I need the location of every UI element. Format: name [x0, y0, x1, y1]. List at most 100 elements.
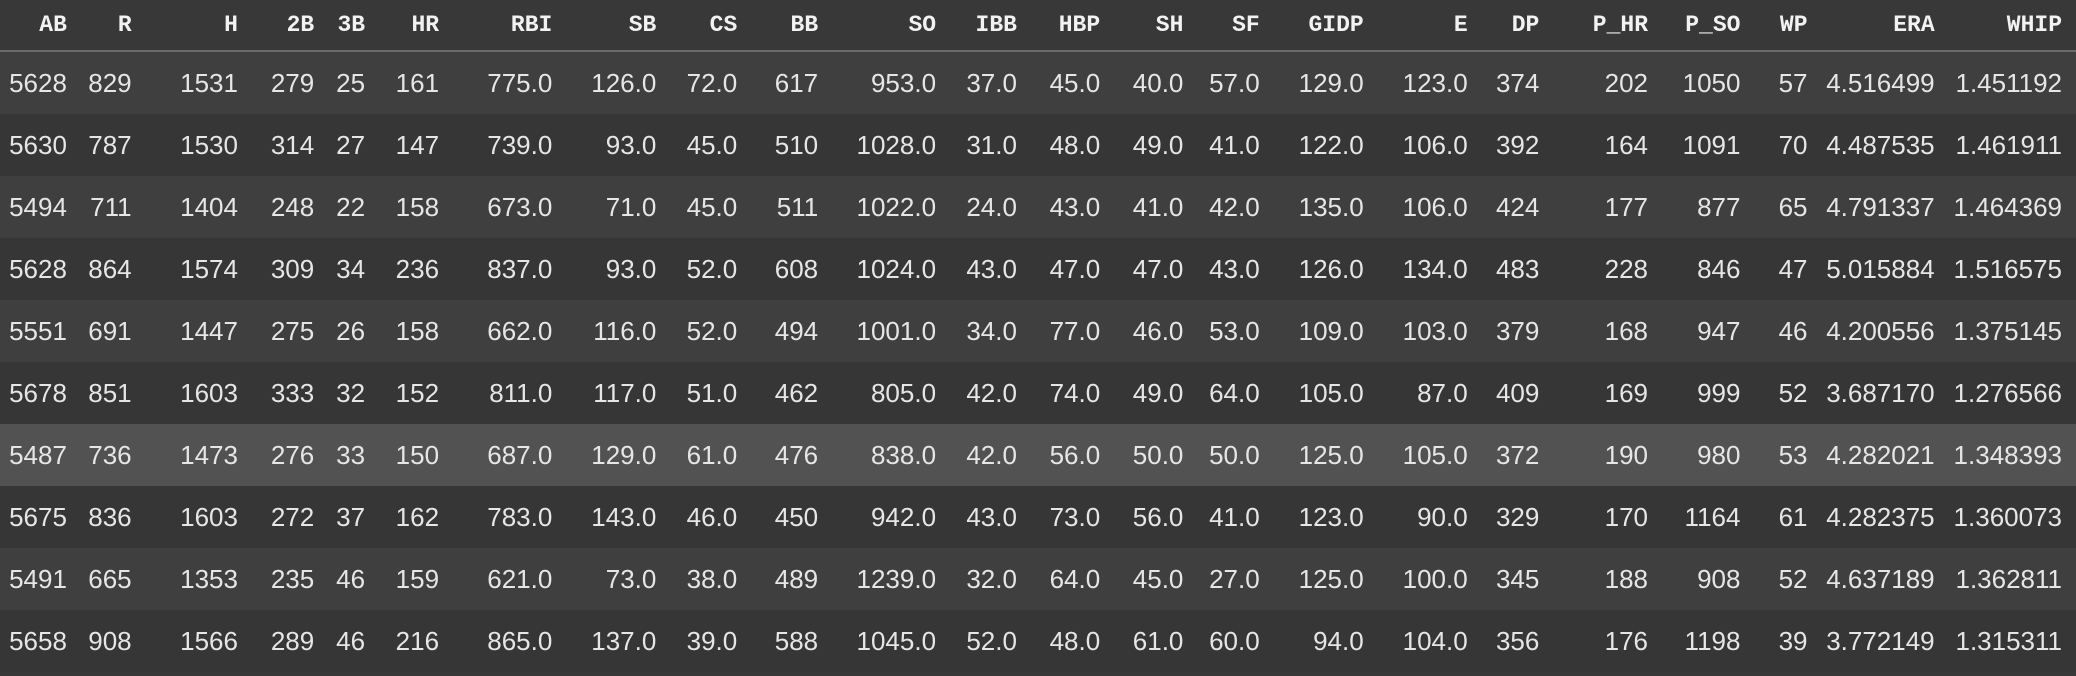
table-cell-dp: 379	[1481, 300, 1554, 362]
table-cell-hr: 159	[379, 548, 454, 610]
table-cell-3b: 46	[328, 610, 380, 672]
table-cell-sf: 41.0	[1197, 486, 1274, 548]
table-cell-p-so: 877	[1662, 176, 1755, 238]
table-cell-3b: 25	[328, 51, 380, 114]
table-cell-cs: 39.0	[670, 610, 752, 672]
column-header-hr: HR	[379, 0, 454, 52]
table-row: 5628 829 1531 279 25 161 775.0 126.0 72.0 617 953.…	[0, 51, 2076, 114]
table-cell-dp: 392	[1481, 114, 1554, 176]
column-header-hbp: HBP	[1030, 0, 1115, 52]
table-cell-sh: 41.0	[1114, 176, 1198, 238]
table-cell-wp: 52	[1754, 362, 1822, 424]
table-cell-era: 4.791337	[1821, 176, 1949, 238]
table-cell-sh: 49.0	[1114, 114, 1198, 176]
table-cell-sf: 27.0	[1197, 548, 1274, 610]
table-cell-rbi: 837.0	[453, 238, 567, 300]
column-header-2b: 2B	[251, 0, 329, 52]
column-header-cs: CS	[670, 0, 752, 52]
table-cell-e: 106.0	[1377, 176, 1482, 238]
table-cell-bb: 476	[751, 424, 833, 486]
table-cell-whip: 1.451192	[1948, 51, 2076, 114]
table-cell-cs: 61.0	[670, 424, 752, 486]
table-cell-sf: 41.0	[1197, 114, 1274, 176]
table-cell-sb: 143.0	[566, 486, 671, 548]
table-row: 5658 908 1566 289 46 216 865.0 137.0 39.0 588 1045…	[0, 610, 2076, 672]
table-cell-p-hr: 190	[1553, 424, 1662, 486]
table-cell-gidp: 125.0	[1273, 424, 1378, 486]
table-cell-cs: 45.0	[670, 114, 752, 176]
table-cell-e: 134.0	[1377, 238, 1482, 300]
table-cell-cs: 46.0	[670, 486, 752, 548]
table-cell-whip: 1.461911	[1948, 114, 2076, 176]
table-cell-p-so: 947	[1662, 300, 1755, 362]
table-cell-sb: 126.0	[566, 51, 671, 114]
table-cell-whip: 1.375145	[1948, 300, 2076, 362]
table-cell-rbi: 662.0	[453, 300, 567, 362]
table-cell-sb: 137.0	[566, 610, 671, 672]
table-row: 5630 787 1530 314 27 147 739.0 93.0 45.0 510 1028.…	[0, 114, 2076, 176]
table-cell-hbp: 48.0	[1030, 610, 1115, 672]
table-cell-ab: 5658	[0, 610, 81, 672]
table-cell-p-so: 1050	[1662, 51, 1755, 114]
table-cell-dp: 409	[1481, 362, 1554, 424]
table-cell-gidp: 129.0	[1273, 51, 1378, 114]
table-cell-dp: 329	[1481, 486, 1554, 548]
table-cell-bb: 450	[751, 486, 833, 548]
table-cell-2b: 248	[251, 176, 329, 238]
table-cell-ibb: 34.0	[950, 300, 1031, 362]
table-cell-whip: 1.516575	[1948, 238, 2076, 300]
table-cell-ibb: 52.0	[950, 610, 1031, 672]
table-cell-whip: 1.348393	[1948, 424, 2076, 486]
table-cell-sb: 73.0	[566, 548, 671, 610]
column-header-whip: WHIP	[1948, 0, 2076, 52]
table-cell-era: 4.637189	[1821, 548, 1949, 610]
table-cell-2b: 309	[251, 238, 329, 300]
table-cell-bb: 510	[751, 114, 833, 176]
table-cell-sf: 57.0	[1197, 51, 1274, 114]
table-cell-gidp: 94.0	[1273, 610, 1378, 672]
table-cell-p-so: 999	[1662, 362, 1755, 424]
table-cell-sf: 53.0	[1197, 300, 1274, 362]
table-cell-wp: 70	[1754, 114, 1822, 176]
table-cell-ibb: 43.0	[950, 486, 1031, 548]
table-cell-rbi: 687.0	[453, 424, 567, 486]
table-cell-gidp: 126.0	[1273, 238, 1378, 300]
table-cell-h: 1603	[145, 486, 252, 548]
table-cell-e: 100.0	[1377, 548, 1482, 610]
table-cell-ab: 5630	[0, 114, 81, 176]
table-cell-era: 3.687170	[1821, 362, 1949, 424]
table-cell-hbp: 77.0	[1030, 300, 1115, 362]
table-cell-3b: 22	[328, 176, 380, 238]
table-cell-p-so: 1198	[1662, 610, 1755, 672]
table-cell-bb: 608	[751, 238, 833, 300]
column-header-dp: DP	[1481, 0, 1554, 52]
table-row: 5675 836 1603 272 37 162 783.0 143.0 46.0 450 942.…	[0, 486, 2076, 548]
table-cell-2b: 279	[251, 51, 329, 114]
table-cell-hbp: 45.0	[1030, 51, 1115, 114]
table-cell-bb: 511	[751, 176, 833, 238]
column-header-p-so: P_SO	[1662, 0, 1755, 52]
table-cell-cs: 52.0	[670, 238, 752, 300]
table-cell-ab: 5628	[0, 51, 81, 114]
table-row: 5491 665 1353 235 46 159 621.0 73.0 38.0 489 1239.…	[0, 548, 2076, 610]
table-cell-bb: 617	[751, 51, 833, 114]
column-header-sh: SH	[1114, 0, 1198, 52]
table-cell-r: 829	[80, 51, 146, 114]
table-cell-sh: 61.0	[1114, 610, 1198, 672]
table-cell-ab: 5491	[0, 548, 81, 610]
table-cell-hr: 216	[379, 610, 454, 672]
table-cell-p-hr: 202	[1553, 51, 1662, 114]
table-cell-rbi: 621.0	[453, 548, 567, 610]
table-cell-wp: 61	[1754, 486, 1822, 548]
column-header-wp: WP	[1754, 0, 1822, 52]
table-cell-era: 4.282375	[1821, 486, 1949, 548]
table-cell-hbp: 73.0	[1030, 486, 1115, 548]
table-cell-dp: 345	[1481, 548, 1554, 610]
table-cell-ibb: 37.0	[950, 51, 1031, 114]
table-cell-sb: 129.0	[566, 424, 671, 486]
table-cell-hr: 150	[379, 424, 454, 486]
table-cell-p-so: 1091	[1662, 114, 1755, 176]
table-cell-sf: 60.0	[1197, 610, 1274, 672]
table-cell-p-hr: 168	[1553, 300, 1662, 362]
table-cell-gidp: 122.0	[1273, 114, 1378, 176]
